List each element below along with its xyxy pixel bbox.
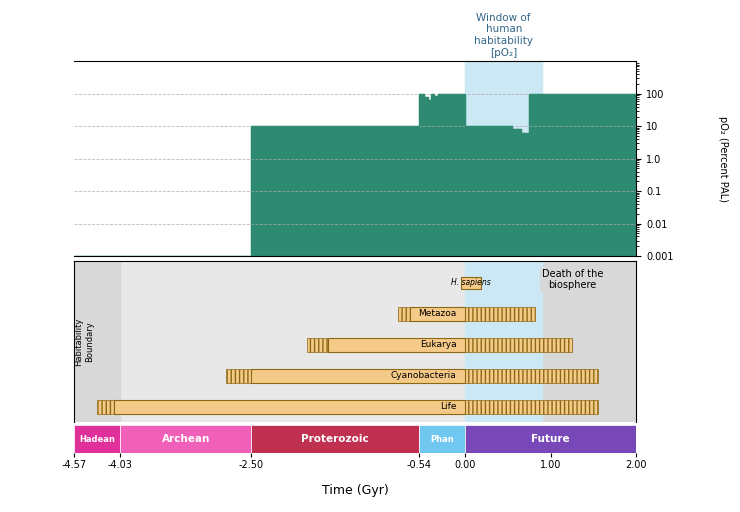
Bar: [409, 307, 465, 321]
Text: Phan: Phan: [430, 435, 454, 443]
Bar: [226, 369, 251, 383]
Bar: [251, 425, 419, 453]
Bar: [114, 400, 465, 414]
Text: Hadean: Hadean: [79, 435, 115, 443]
Bar: [74, 425, 120, 453]
Y-axis label: pO₂ (Percent PAL): pO₂ (Percent PAL): [718, 116, 728, 202]
Bar: [465, 61, 542, 256]
Bar: [74, 261, 120, 422]
Text: H. sapiens: H. sapiens: [451, 279, 491, 287]
Bar: [461, 277, 480, 289]
Bar: [465, 338, 572, 352]
Text: Cyanobacteria: Cyanobacteria: [391, 371, 457, 380]
Text: Window of
human
habitability
[pO₂]: Window of human habitability [pO₂]: [474, 13, 534, 57]
Text: Eukarya: Eukarya: [420, 340, 457, 349]
Bar: [465, 307, 536, 321]
Bar: [329, 338, 465, 352]
Text: Proterozoic: Proterozoic: [301, 434, 369, 444]
Text: Time (Gyr): Time (Gyr): [322, 484, 388, 497]
Text: Metazoa: Metazoa: [418, 309, 457, 318]
Text: Archean: Archean: [161, 434, 210, 444]
Polygon shape: [74, 94, 636, 259]
Bar: [419, 425, 465, 453]
Bar: [465, 400, 598, 414]
Text: Habitability
Boundary: Habitability Boundary: [75, 317, 94, 366]
Bar: [465, 261, 542, 422]
Bar: [307, 338, 329, 352]
Text: Death of the
biosphere: Death of the biosphere: [542, 269, 603, 290]
Bar: [120, 425, 251, 453]
Text: Future: Future: [531, 434, 570, 444]
Bar: [251, 369, 465, 383]
Bar: [97, 400, 114, 414]
Text: Life: Life: [440, 402, 457, 412]
Bar: [465, 425, 636, 453]
Bar: [465, 369, 598, 383]
Bar: [398, 307, 409, 321]
Bar: [542, 261, 636, 422]
